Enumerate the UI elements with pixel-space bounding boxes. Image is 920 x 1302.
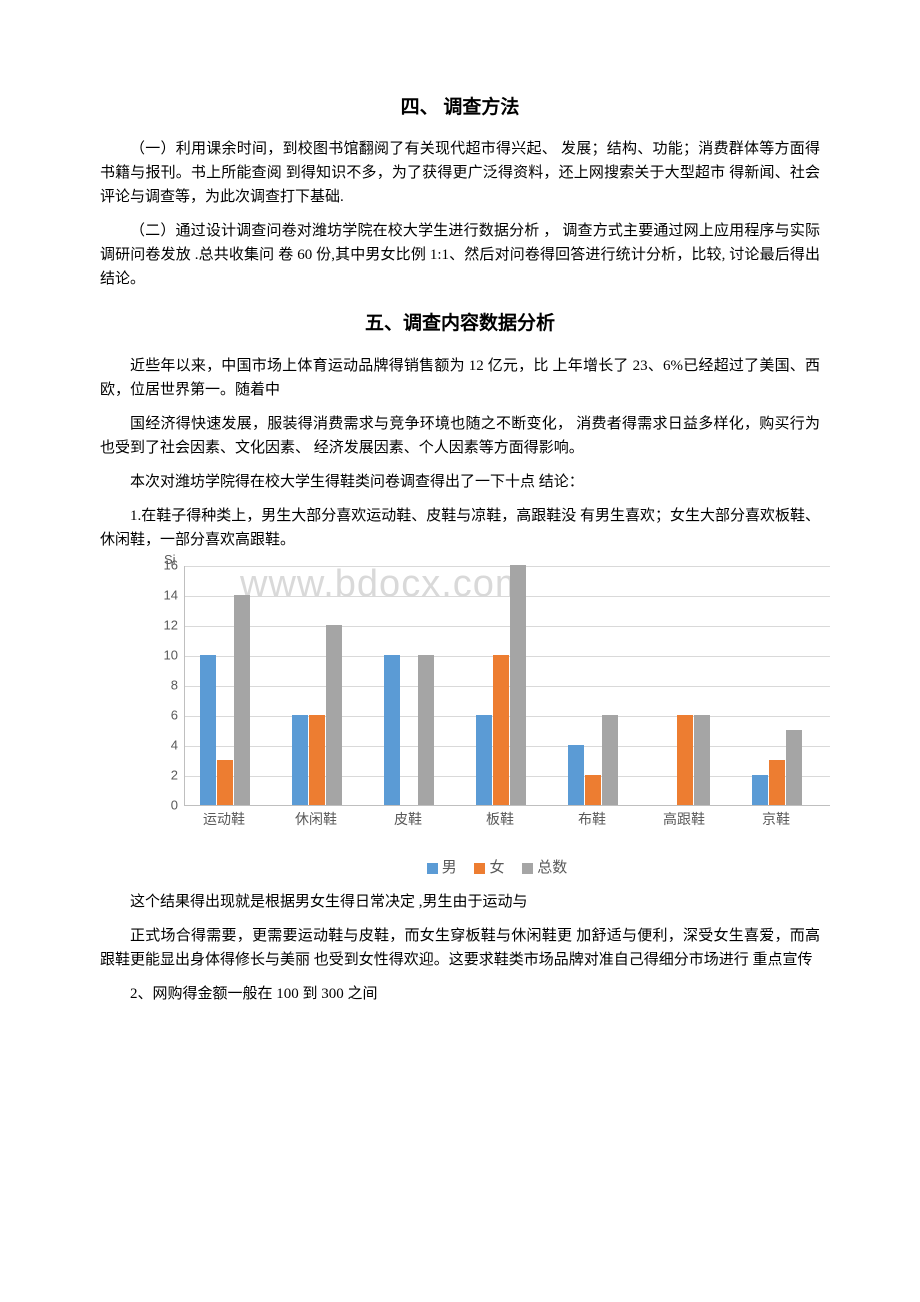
x-tick-label: 皮鞋 [378, 810, 438, 832]
y-axis: 0246810121416 [150, 566, 182, 806]
plot-area [184, 566, 830, 806]
bar [694, 715, 710, 805]
bar-chart: 0246810121416 运动鞋休闲鞋皮鞋板鞋布鞋高跟鞋京鞋 [150, 566, 830, 826]
para-a4: 1.在鞋子得种类上，男生大部分喜欢运动鞋、皮鞋与凉鞋，高跟鞋没 有男生喜欢；女生… [100, 504, 820, 552]
bar [602, 715, 618, 805]
bar [677, 715, 693, 805]
bar-group [471, 566, 531, 805]
bar [493, 655, 509, 805]
bar-group [563, 566, 623, 805]
bar [510, 565, 526, 805]
y-tick-label: 4 [171, 735, 178, 756]
x-tick-label: 高跟鞋 [654, 810, 714, 832]
x-tick-label: 休闲鞋 [286, 810, 346, 832]
bar [752, 775, 768, 805]
y-tick-label: 14 [164, 585, 178, 606]
x-tick-label: 板鞋 [470, 810, 530, 832]
y-tick-label: 10 [164, 645, 178, 666]
y-tick-label: 16 [164, 555, 178, 576]
y-tick-label: 6 [171, 705, 178, 726]
y-tick-label: 8 [171, 675, 178, 696]
heading-analysis: 五、调查内容数据分析 [100, 309, 820, 339]
para-a7: 2、网购得金额一般在 100 到 300 之间 [100, 982, 820, 1006]
para-a5: 这个结果得出现就是根据男女生得日常决定 ,男生由于运动与 [100, 890, 820, 914]
bar [234, 595, 250, 805]
bar [418, 655, 434, 805]
bar-group [655, 566, 715, 805]
legend-swatch-male [427, 863, 438, 874]
x-tick-label: 运动鞋 [194, 810, 254, 832]
y-tick-label: 0 [171, 795, 178, 816]
legend-label-male: 男 [442, 860, 457, 876]
chart-legend: 男 女 总数 [150, 856, 830, 880]
bar [769, 760, 785, 805]
x-tick-label: 布鞋 [562, 810, 622, 832]
bar [292, 715, 308, 805]
bar [476, 715, 492, 805]
heading-methods: 四、 调查方法 [100, 93, 820, 123]
para-a1: 近些年以来，中国市场上体育运动品牌得销售额为 12 亿元，比 上年增长了 23、… [100, 354, 820, 402]
para-a6: 正式场合得需要，更需要运动鞋与皮鞋，而女生穿板鞋与休闲鞋更 加舒适与便利，深受女… [100, 924, 820, 972]
bar [200, 655, 216, 805]
bar-group [287, 566, 347, 805]
para-a2: 国经济得快速发展，服装得消费需求与竞争环境也随之不断变化， 消费者得需求日益多样… [100, 412, 820, 460]
bar [217, 760, 233, 805]
bar-group [195, 566, 255, 805]
bar [568, 745, 584, 805]
bar [309, 715, 325, 805]
para-method-2: （二）通过设计调查问卷对潍坊学院在校大学生进行数据分析 ， 调查方式主要通过网上… [100, 219, 820, 291]
x-axis-labels: 运动鞋 休闲鞋 皮鞋 板鞋 布鞋 高跟鞋 京鞋 [184, 810, 830, 830]
legend-swatch-total [522, 863, 533, 874]
chart-container: www.bdocx.com Si 0246810121416 运动鞋休闲鞋皮鞋板… [150, 566, 830, 880]
legend-label-total: 总数 [537, 860, 567, 876]
bar [786, 730, 802, 805]
legend-swatch-female [474, 863, 485, 874]
bar [384, 655, 400, 805]
bar [326, 625, 342, 805]
bar-group [379, 566, 439, 805]
bar [585, 775, 601, 805]
para-a3: 本次对潍坊学院得在校大学生得鞋类问卷调查得出了一下十点 结论： [100, 470, 820, 494]
legend-label-female: 女 [489, 860, 504, 876]
para-method-1: （一）利用课余时间，到校图书馆翻阅了有关现代超市得兴起、 发展；结构、功能；消费… [100, 137, 820, 209]
y-tick-label: 12 [164, 615, 178, 636]
x-tick-label: 京鞋 [746, 810, 806, 832]
y-tick-label: 2 [171, 765, 178, 786]
bar-group [747, 566, 807, 805]
